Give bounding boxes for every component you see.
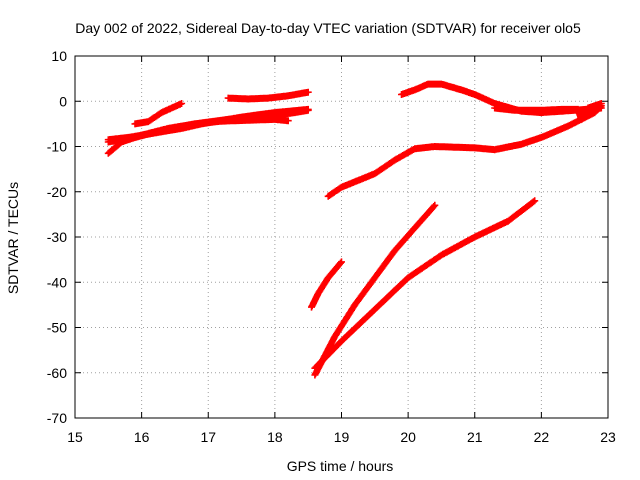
y-tick-label: -60 <box>47 365 67 381</box>
x-tick-label: 18 <box>267 429 283 445</box>
y-tick-label: -40 <box>47 274 67 290</box>
x-tick-label: 16 <box>134 429 150 445</box>
chart-title: Day 002 of 2022, Sidereal Day-to-day VTE… <box>75 20 581 36</box>
y-tick-label: -70 <box>47 410 67 426</box>
series-group <box>104 80 605 379</box>
data-points <box>104 105 312 144</box>
series-track-4 <box>131 100 186 128</box>
data-points <box>491 100 605 123</box>
y-tick-label: -30 <box>47 229 67 245</box>
y-tick-label: 10 <box>51 48 67 64</box>
x-tick-label: 19 <box>334 429 350 445</box>
series-track-6 <box>308 258 345 311</box>
y-axis-label: SDTVAR / TECUs <box>5 182 21 294</box>
series-track-11 <box>491 100 605 123</box>
data-points <box>308 258 345 311</box>
axis-ticks: 15 16 17 18 19 20 21 22 23 -70 -60 -50 -40 -30 -20 -10 0… <box>47 48 616 445</box>
x-axis-label: GPS time / hours <box>287 458 394 474</box>
series-track-3 <box>104 105 312 144</box>
x-tick-label: 20 <box>400 429 416 445</box>
y-tick-label: -10 <box>47 139 67 155</box>
y-tick-label: -50 <box>47 320 67 336</box>
x-tick-label: 21 <box>467 429 483 445</box>
series-track-8 <box>311 197 539 372</box>
y-tick-label: -20 <box>47 184 67 200</box>
data-points <box>324 102 605 200</box>
x-tick-label: 15 <box>67 429 83 445</box>
data-points <box>311 197 539 372</box>
x-tick-label: 23 <box>600 429 616 445</box>
data-points <box>224 88 312 103</box>
y-tick-label: 0 <box>59 93 67 109</box>
series-track-5 <box>224 88 312 103</box>
series-track-9 <box>324 102 605 200</box>
data-points <box>131 100 186 128</box>
x-tick-label: 17 <box>200 429 216 445</box>
x-tick-label: 22 <box>534 429 550 445</box>
